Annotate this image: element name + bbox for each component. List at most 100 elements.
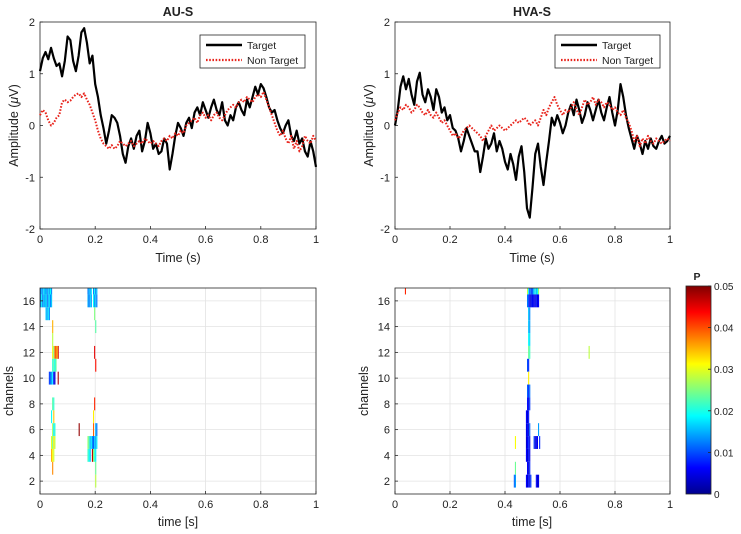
au-s-map-cell xyxy=(51,448,53,462)
au-s-ytick-label: -1 xyxy=(25,172,35,184)
hva-s-map-cell xyxy=(538,294,540,308)
hva-s-map-cell xyxy=(528,320,530,334)
au-s-title: AU-S xyxy=(163,5,194,19)
hva-s-map-cell xyxy=(536,294,538,308)
au-s-map-cell xyxy=(42,288,44,295)
au-s-map-cell xyxy=(95,461,97,475)
hva-s-xtick-label: 0.8 xyxy=(607,234,622,246)
hva-s-xtick-label: 1 xyxy=(667,234,673,246)
au-s-map-cell xyxy=(95,358,97,372)
au-s-map-cell xyxy=(52,320,54,334)
hva-s-map-ytick-label: 12 xyxy=(378,347,390,359)
hva-s-line-chart: HVA-S Time (s) Amplitude (μV) 0 0.2 0.4 0.6… xyxy=(362,5,673,265)
au-s-map-ytick-label: 14 xyxy=(23,322,35,334)
hva-s-map-cell xyxy=(528,410,530,424)
au-s-map-cell xyxy=(92,423,95,437)
hva-s-map-ytick-label: 4 xyxy=(384,450,390,462)
hva-s-map-cell xyxy=(527,448,529,462)
hva-s-map-xtick-label: 0.6 xyxy=(552,499,567,511)
au-s-map-cell xyxy=(44,294,46,308)
hva-s-map-cell xyxy=(514,461,516,475)
au-s-map-cell xyxy=(52,345,54,359)
hva-s-map-cell xyxy=(528,371,530,385)
hva-s-map-cell xyxy=(535,436,537,449)
au-s-map-xtick-label: 1 xyxy=(313,499,319,511)
au-s-map-cell xyxy=(52,423,54,437)
colorbar-label: P xyxy=(693,271,700,283)
au-s-legend-box xyxy=(199,34,306,69)
hva-s-series-non-target-line xyxy=(394,96,671,148)
au-s-map-cell xyxy=(87,294,89,308)
hva-s-map-ytick-label: 10 xyxy=(378,373,390,385)
au-s-map-cell xyxy=(49,371,52,385)
au-s-map-cell xyxy=(94,436,96,449)
au-s-map-cell xyxy=(53,448,55,462)
au-s-map-cell xyxy=(53,371,55,385)
hva-s-map-cell xyxy=(528,294,530,308)
hva-s-map-ytick-label: 2 xyxy=(384,476,390,488)
hva-s-map-cell xyxy=(536,288,538,295)
au-s-map-cell xyxy=(48,294,50,308)
hva-s-legend: Target Non Target xyxy=(554,34,661,69)
au-s-map-xtick-label: 0.6 xyxy=(198,499,213,511)
hva-s-map-ytick-label: 16 xyxy=(378,296,390,308)
au-s-map-xtick-label: 0.4 xyxy=(143,499,158,511)
au-s-map-cell xyxy=(52,333,54,346)
hva-s-map-cell xyxy=(528,333,530,346)
hva-s-ytick-label: -1 xyxy=(380,172,390,184)
hva-s-ytick-label: 2 xyxy=(384,17,390,29)
hva-s-map-cell xyxy=(529,333,531,346)
hva-s-map-cell xyxy=(536,436,538,449)
hva-s-map-cell xyxy=(534,436,536,449)
au-s-legend-target-label: Target xyxy=(247,40,276,52)
au-s-map-cell xyxy=(43,288,45,295)
hva-s-map-cell xyxy=(514,436,516,449)
hva-s-lines xyxy=(393,71,671,219)
au-s-map-ytick-label: 2 xyxy=(29,476,35,488)
au-s-map-xtick-label: 0 xyxy=(37,499,43,511)
hva-s-map-cell xyxy=(532,294,534,308)
au-s-xtick-label: 0 xyxy=(37,234,43,246)
hva-s-ticks: 0 0.2 0.4 0.6 0.8 1 -2 -1 0 1 2 xyxy=(380,17,673,246)
au-s-map-cell xyxy=(89,294,91,308)
au-s-map-cell xyxy=(92,288,95,295)
au-s-map-ylabel: channels xyxy=(2,366,16,416)
hva-s-map-cell xyxy=(529,307,531,321)
hva-s-map-cell xyxy=(527,461,529,475)
au-s-map-cell xyxy=(57,345,59,359)
au-s-map-xlabel: time [s] xyxy=(158,515,198,529)
au-s-map-cell xyxy=(46,307,48,321)
au-s-map-cell xyxy=(45,307,47,321)
au-s-map-cell xyxy=(51,294,53,308)
hva-s-map-cell xyxy=(535,474,537,488)
au-s-legend: Target Non Target xyxy=(199,34,306,69)
au-s-map-cell xyxy=(52,397,54,411)
hva-s-map-cell xyxy=(525,423,527,437)
hva-s-map-xtick-label: 0.8 xyxy=(607,499,622,511)
hva-s-map-cell xyxy=(528,423,530,437)
au-s-map-cells xyxy=(40,288,98,488)
hva-s-map-xtick-label: 1 xyxy=(667,499,673,511)
hva-s-map-cells xyxy=(404,288,590,488)
au-s-map-ytick-label: 12 xyxy=(23,347,35,359)
hva-s-map-cell xyxy=(527,436,529,449)
hva-s-map-cell xyxy=(529,436,531,449)
au-s-map-cell xyxy=(54,423,56,437)
au-s-map-cell xyxy=(94,448,96,462)
hva-s-map-cell xyxy=(527,288,529,295)
au-s-map-cell xyxy=(78,423,80,437)
hva-s-map-cell xyxy=(528,384,530,398)
au-s-map-cell xyxy=(53,397,55,411)
au-s-map-cell xyxy=(95,448,97,462)
au-s-map-cell xyxy=(52,358,54,372)
au-s-map-cell xyxy=(51,410,53,424)
hva-s-map-cell xyxy=(525,474,527,488)
hva-s-map-cell xyxy=(533,294,535,308)
au-s-map-cell xyxy=(49,294,52,308)
au-s-ytick-label: 0 xyxy=(29,121,35,133)
au-s-map-cell xyxy=(92,448,95,462)
hva-s-map-cell xyxy=(534,288,536,295)
hva-s-map-cell xyxy=(531,288,533,295)
hva-s-legend-nontarget-label: Non Target xyxy=(602,55,653,67)
